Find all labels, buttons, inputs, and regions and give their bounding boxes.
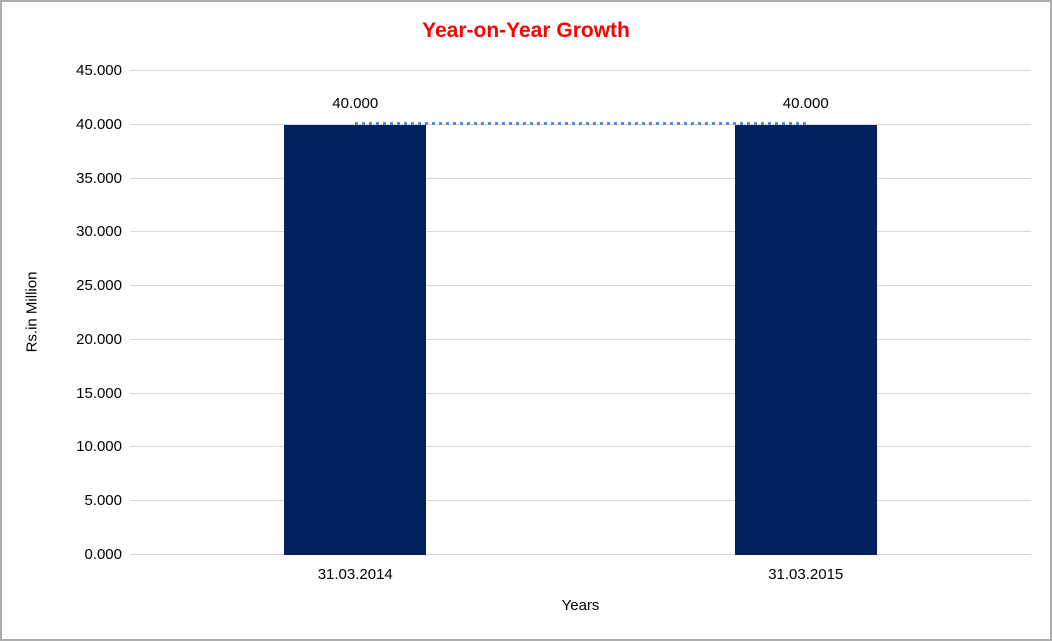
bar-value-label: 40.000 <box>332 94 379 112</box>
y-axis-tick-label: 15.000 <box>76 384 122 402</box>
gridline <box>130 392 1031 394</box>
gridline <box>130 285 1031 287</box>
y-axis-tick-label: 10.000 <box>76 438 122 456</box>
bar-31.03.2014 <box>284 124 427 555</box>
bar-31.03.2015 <box>734 124 877 555</box>
gridline <box>130 554 1031 555</box>
gridline <box>130 446 1031 448</box>
y-axis-tick-label: 35.000 <box>76 169 122 187</box>
connector-dotted-line <box>355 121 806 125</box>
gridline <box>130 231 1031 233</box>
gridline <box>130 500 1031 502</box>
y-axis-tick-label: 20.000 <box>76 330 122 348</box>
y-axis-tick-label: 5.000 <box>84 492 122 510</box>
x-axis-title: Years <box>561 597 600 614</box>
bar-value-label: 40.000 <box>782 94 829 112</box>
gridline <box>130 177 1031 179</box>
y-axis-tick-label: 45.000 <box>76 62 122 79</box>
x-axis-tick-label: 31.03.2015 <box>768 566 844 583</box>
chart-title: Year-on-Year Growth <box>422 19 630 42</box>
gridline <box>130 70 1031 71</box>
y-axis-tick-label: 0.000 <box>84 546 122 563</box>
y-axis-tick-labels: 0.000 5.000 10.000 15.000 20.000 25.000 30.000… <box>2 62 122 563</box>
y-axis-tick-label: 40.000 <box>76 115 122 133</box>
y-axis-tick-label: 25.000 <box>76 277 122 295</box>
gridline <box>130 338 1031 340</box>
x-axis-tick-label: 31.03.2014 <box>317 566 393 583</box>
plot-area: 40.000 40.000 <box>130 70 1031 555</box>
x-axis-tick-labels: 31.03.2014 31.03.2015 <box>130 566 1031 586</box>
y-axis-tick-label: 30.000 <box>76 223 122 241</box>
